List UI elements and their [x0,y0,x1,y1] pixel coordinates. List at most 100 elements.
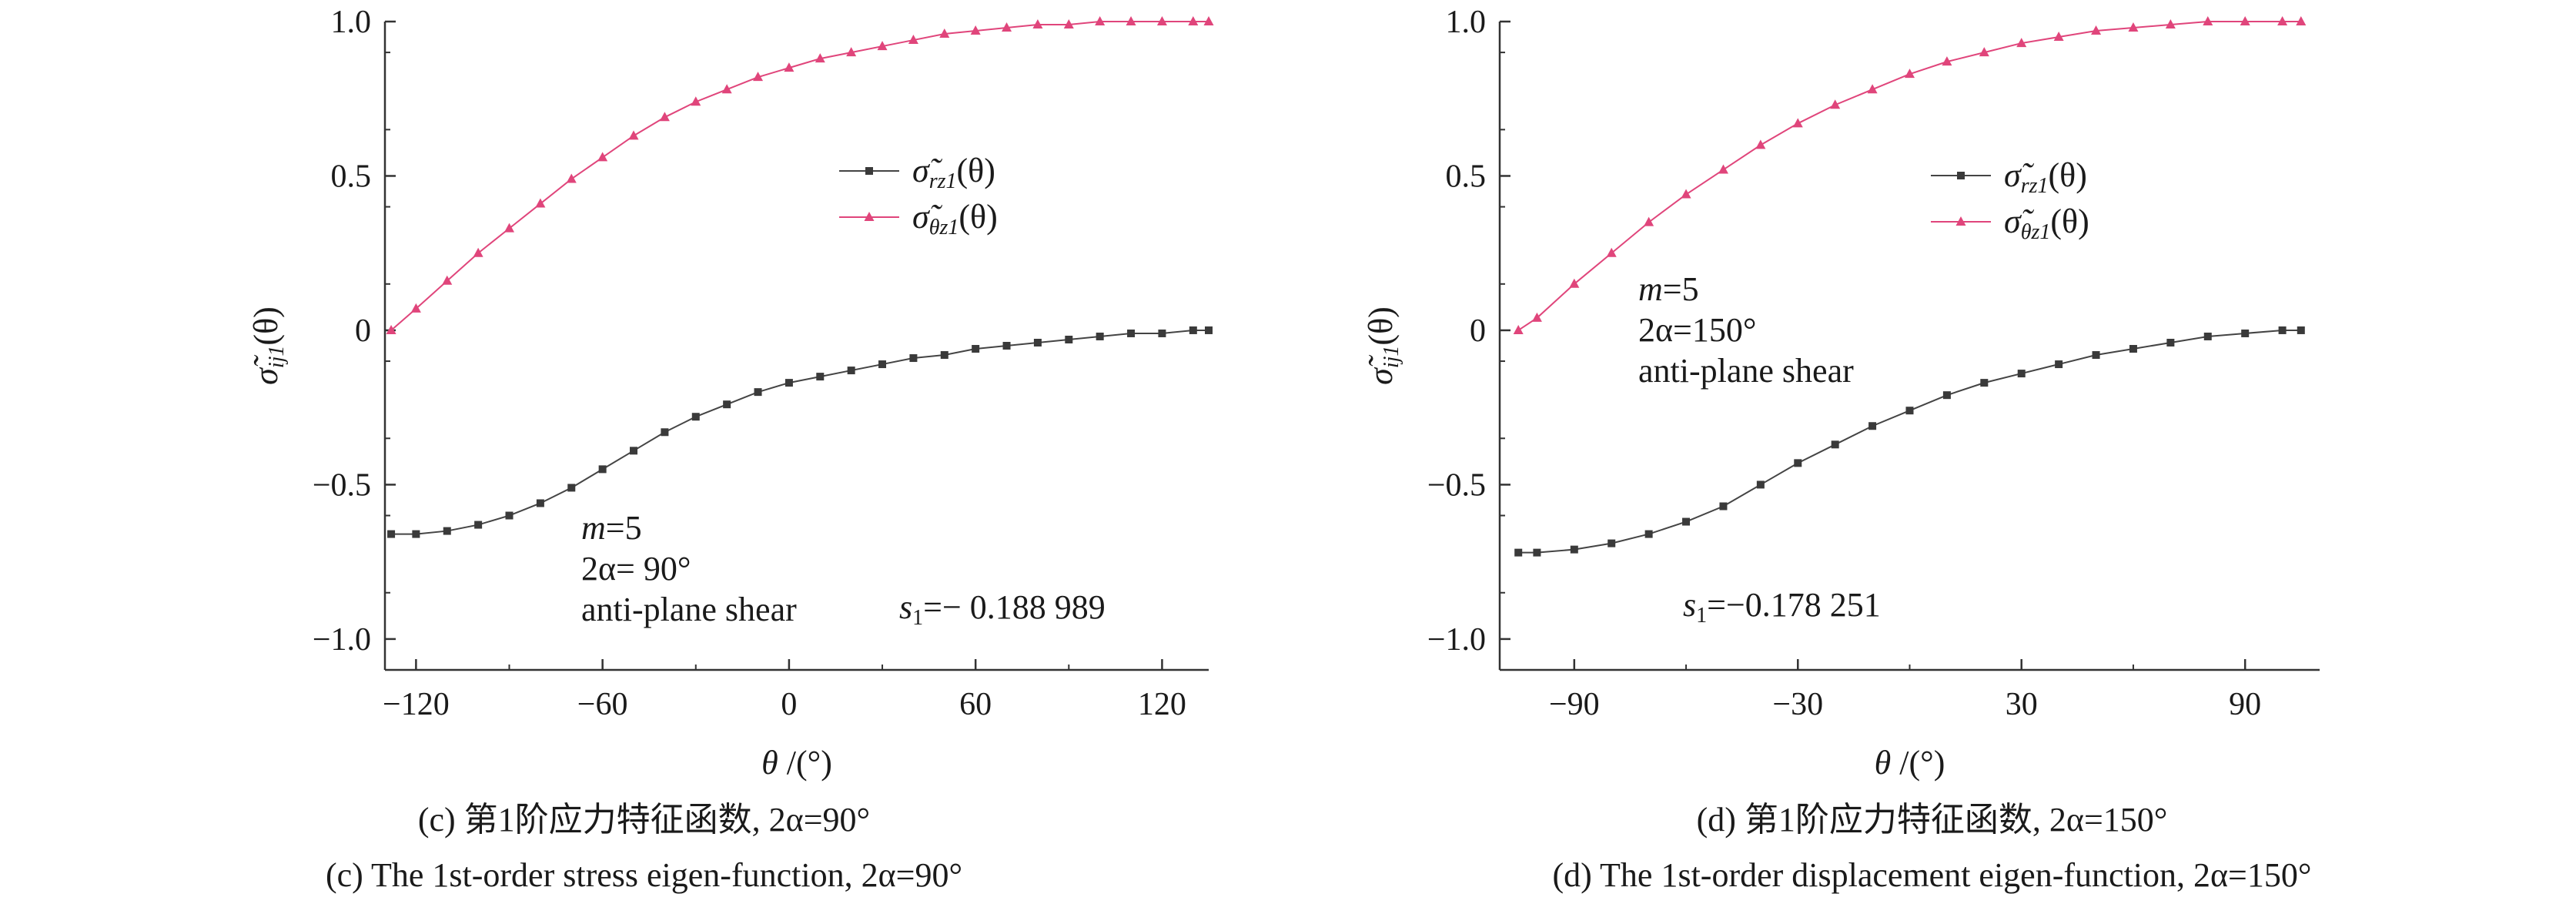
data-point [1607,539,1616,547]
legend-marker [1955,216,1966,226]
data-point [1831,440,1839,449]
data-point [630,447,638,455]
x-tick-label: 90 [2229,687,2261,722]
data-point [815,53,825,63]
data-point [1205,326,1213,334]
legend-label: σ̃θz1(θ) [912,198,998,239]
series-line [1518,329,2301,554]
chart-d: 1.0 0.5 0 −0.5 −1.0 −90 −30 30 90 θ /(°) σ̃ij1(θ) σ… [1362,5,2320,782]
x-tick-label: 0 [781,687,797,722]
annotation-alpha: 2α=150° [1638,311,1756,349]
data-point [535,198,546,208]
data-point [847,367,855,375]
data-point [940,351,948,360]
data-point [1979,47,1989,57]
data-point [1096,332,1104,340]
data-point [1203,16,1214,25]
x-axis-label: θ /(°) [761,744,832,782]
data-point [785,379,793,387]
legend-entry: σ̃rz1(θ) [839,152,995,193]
annotation-m: m=5 [581,509,642,547]
data-point [1718,164,1728,174]
x-tick-label: −90 [1549,687,1600,722]
data-point [473,247,483,257]
data-point [1682,517,1691,526]
annotation-shear: anti-plane shear [581,591,797,628]
series-θz1 [1513,16,2307,334]
data-point [1514,548,1523,557]
data-point [1156,16,1167,25]
data-point [659,112,670,122]
data-point [723,400,731,409]
data-point [1126,16,1136,25]
x-tick-label: 60 [959,687,992,722]
data-point [691,96,701,106]
data-point [505,511,514,520]
data-point [2297,326,2305,334]
data-point [474,521,483,529]
data-point [753,72,764,82]
data-point [972,345,980,353]
data-point [1681,189,1691,199]
data-point [754,388,762,397]
y-axis-label: σ̃ij1(θ) [247,306,289,385]
data-point [2016,38,2027,48]
x-tick-label: −30 [1772,687,1823,722]
data-point [504,223,515,233]
data-point [1644,216,1654,226]
data-point [2128,22,2139,32]
annotation-s1: s1=−0.178 251 [1683,586,1881,628]
y-tick-label: 0.5 [1446,159,1487,194]
data-point [1569,278,1580,288]
data-point [1533,548,1541,557]
annotation-shear: anti-plane shear [1638,352,1854,390]
data-point [1792,118,1803,128]
data-point [1867,84,1878,94]
data-point [2092,351,2100,360]
data-point [1606,247,1617,257]
data-point [1127,329,1136,337]
panel-d: 1.0 0.5 0 −0.5 −1.0 −90 −30 30 90 θ /(°) σ̃ij1(θ) σ… [1288,0,2576,914]
data-point [2296,16,2307,25]
data-point [628,130,639,140]
y-tick-label: 1.0 [331,5,372,40]
y-tick-label: −0.5 [1427,467,1486,503]
data-point [1570,545,1578,554]
data-point [1032,19,1043,29]
legend-entry: σ̃θz1(θ) [1931,203,2089,244]
legend-marker [864,212,875,221]
data-point [909,354,918,363]
data-point [597,152,608,162]
data-point [1719,502,1728,511]
data-point [784,62,795,72]
data-point [2203,332,2212,340]
data-point [598,465,607,474]
series-line [1517,21,2301,331]
data-point [2165,19,2176,29]
data-point [2166,338,2175,347]
series-rz1 [1514,326,2305,557]
data-point [2240,16,2250,25]
data-point [2055,360,2063,369]
data-point [412,530,420,538]
data-point [1755,139,1766,149]
x-tick-label: −60 [577,687,628,722]
annotation-s1: s1=− 0.188 989 [899,588,1106,630]
annotation-alpha: 2α= 90° [581,550,691,588]
series-θz1 [386,16,1214,334]
chart-c: 1.0 0.5 0 −0.5 −1.0 −120 −60 0 60 120 θ /(°) σ̃ij1(… [247,5,1214,782]
x-tick-label: 30 [2006,687,2038,722]
y-tick-label: 0 [355,313,371,349]
data-point [2278,326,2287,334]
data-point [1188,16,1199,25]
data-point [1905,407,1914,415]
data-point [846,47,857,57]
y-tick-label: −0.5 [313,467,371,503]
data-point [816,373,825,381]
data-point [443,527,451,535]
y-tick-label: 1.0 [1446,5,1487,40]
caption-d-zh: (d) 第1阶应力特征函数, 2α=150° [1696,801,2168,839]
data-point [1189,326,1197,334]
data-point [877,41,888,51]
data-point [908,35,918,45]
